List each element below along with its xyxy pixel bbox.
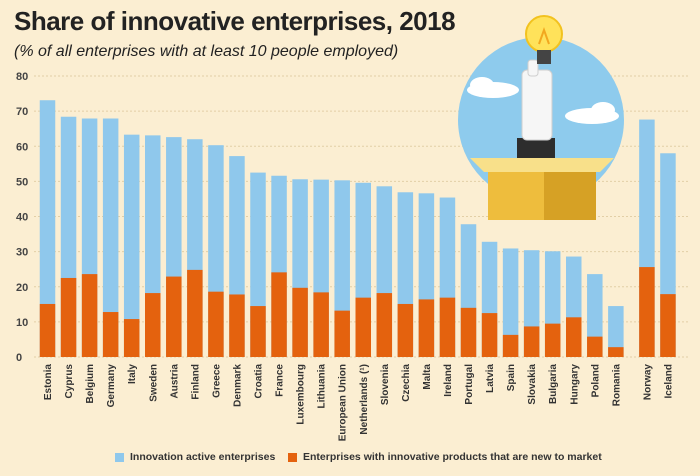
- bar-new-to-market: [460, 307, 477, 357]
- bar-new-to-market: [145, 293, 161, 357]
- box-front: [488, 172, 544, 220]
- thumb-icon: [527, 59, 539, 77]
- legend-swatch: [115, 452, 124, 462]
- bar-new-to-market: [102, 312, 119, 357]
- bar-new-to-market: [166, 276, 182, 357]
- sleeve: [517, 138, 555, 158]
- bar-new-to-market: [60, 277, 77, 357]
- legend: Innovation active enterprises Enterprise…: [0, 451, 700, 469]
- cloud-icon: [591, 102, 615, 118]
- bar-new-to-market: [481, 313, 498, 357]
- chart-title: Share of innovative enterprises, 2018: [14, 6, 456, 36]
- bar-new-to-market: [313, 292, 329, 357]
- category-label: Germany: [106, 364, 117, 408]
- bar-new-to-market: [587, 336, 603, 357]
- bar-innovation-active: [39, 100, 56, 357]
- bar-new-to-market: [523, 326, 540, 357]
- category-label: Estonia: [43, 364, 54, 401]
- bar-chart: 0 10 20 30 40 50 60 70 80 Estonia Cyprus Belgium Ger…: [16, 15, 690, 441]
- category-label: Malta: [422, 364, 433, 390]
- category-label: Latvia: [485, 364, 496, 393]
- y-tick-label: 0: [16, 352, 22, 364]
- category-label: Lithuania: [317, 364, 328, 409]
- bar-new-to-market: [81, 274, 98, 357]
- bar-new-to-market: [271, 272, 287, 357]
- bar-new-to-market: [334, 310, 350, 357]
- box-side: [544, 172, 596, 220]
- y-tick-label: 10: [16, 317, 28, 329]
- chart-subtitle: (% of all enterprises with at least 10 p…: [14, 43, 399, 60]
- bar-new-to-market: [355, 297, 371, 357]
- category-label: Norway: [642, 364, 653, 401]
- bar-new-to-market: [292, 287, 308, 357]
- category-label: Slovenia: [380, 364, 391, 406]
- category-label: Poland: [590, 364, 601, 397]
- category-label: Spain: [506, 364, 517, 391]
- hand-icon: [521, 69, 553, 141]
- category-label: Slovakia: [527, 364, 538, 405]
- bar-innovation-active: [587, 274, 603, 357]
- category-label: Portugal: [464, 364, 475, 405]
- category-label: Greece: [211, 364, 222, 398]
- category-label: Netherlands (¹): [359, 364, 370, 435]
- bars: [39, 100, 676, 358]
- category-label: Cyprus: [64, 364, 75, 399]
- bar-new-to-market: [502, 334, 519, 357]
- y-tick-label: 60: [16, 141, 28, 153]
- y-tick-label: 50: [16, 176, 28, 188]
- category-label: Luxembourg: [296, 364, 307, 425]
- bar-new-to-market: [123, 319, 140, 357]
- bar-new-to-market: [639, 267, 655, 357]
- bar-innovation-active: [102, 118, 119, 357]
- bar-innovation-active: [123, 134, 140, 357]
- bar-new-to-market: [544, 323, 561, 357]
- bar-new-to-market: [39, 303, 56, 357]
- innovation-illustration: [458, 15, 624, 220]
- category-label: Denmark: [232, 364, 243, 407]
- category-label: Hungary: [569, 364, 580, 405]
- category-label: Ireland: [443, 364, 454, 397]
- bar-new-to-market: [608, 347, 624, 357]
- y-tick-label: 20: [16, 282, 28, 294]
- category-label: Czechia: [401, 364, 412, 402]
- bar-new-to-market: [208, 291, 224, 357]
- y-tick-label: 80: [16, 71, 28, 83]
- category-label: Belgium: [85, 364, 96, 404]
- y-tick-label: 40: [16, 212, 28, 224]
- category-label: Finland: [190, 364, 201, 400]
- axes: 0 10 20 30 40 50 60 70 80 Estonia Cyprus Belgium Ger…: [16, 71, 674, 441]
- legend-label: Innovation active enterprises: [130, 451, 276, 463]
- legend-item-innovation-active: Innovation active enterprises: [115, 451, 275, 463]
- bar-new-to-market: [250, 306, 266, 357]
- lightbulb-filament: [538, 27, 550, 45]
- category-label: France: [275, 364, 286, 397]
- bar-new-to-market: [566, 317, 582, 357]
- legend-item-new-to-market: Enterprises with innovative products tha…: [288, 451, 602, 463]
- bar-innovation-active: [608, 306, 624, 357]
- category-label: Croatia: [254, 364, 265, 399]
- y-tick-label: 70: [16, 106, 28, 118]
- bar-new-to-market: [376, 293, 393, 357]
- category-label: Romania: [611, 364, 622, 407]
- category-label: European Union: [338, 364, 349, 441]
- bar-new-to-market: [397, 303, 414, 357]
- category-label: Sweden: [148, 364, 159, 402]
- bar-innovation-active: [502, 248, 519, 357]
- legend-label: Enterprises with innovative products tha…: [303, 451, 602, 463]
- bar-new-to-market: [660, 294, 676, 357]
- bar-new-to-market: [187, 269, 203, 357]
- category-label: Italy: [127, 364, 138, 384]
- category-label: Bulgaria: [548, 364, 559, 404]
- y-tick-label: 30: [16, 247, 28, 259]
- cloud-icon: [470, 77, 494, 93]
- bar-new-to-market: [418, 299, 435, 357]
- legend-swatch: [288, 452, 297, 462]
- bar-new-to-market: [439, 297, 456, 357]
- box-top: [470, 158, 614, 172]
- bar-new-to-market: [229, 294, 245, 357]
- lightbulb-icon: [525, 15, 563, 53]
- category-label: Austria: [169, 364, 180, 399]
- category-label: Iceland: [663, 364, 674, 398]
- lightbulb-base: [537, 50, 551, 64]
